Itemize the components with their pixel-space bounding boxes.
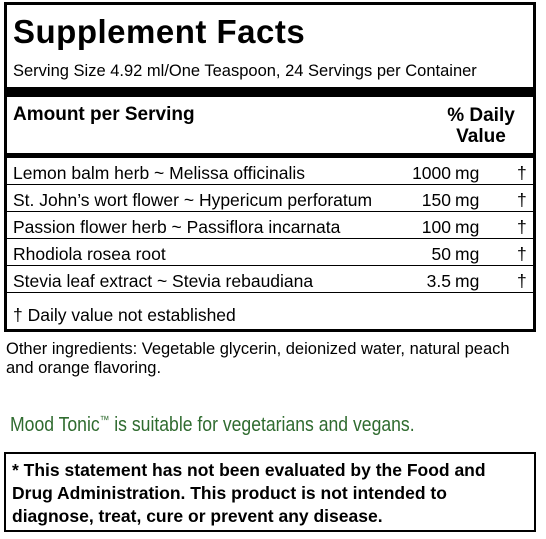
thick-divider [7,87,533,97]
vegetarian-statement: Mood Tonic™ is suitable for vegetarians … [10,415,415,435]
serving-size: Serving Size 4.92 ml/One Teaspoon, 24 Se… [13,62,477,80]
daily-value-header: % Daily Value [439,105,523,147]
other-ingredients: Other ingredients: Vegetable glycerin, d… [6,340,510,377]
ingredient-amount: 50 [431,244,451,264]
daily-value-line2: Value [456,126,506,147]
ingredient-unit: mg [455,163,480,183]
ingredient-name: Rhodiola rosea root [13,244,166,264]
ingredient-amount: 3.5 [426,271,451,291]
ingredient-name: Passion flower herb ~ Passiflora incarna… [13,217,341,237]
daily-value-dagger: † [517,163,527,183]
ingredient-amount: 100 [421,217,451,237]
amount-per-serving-label: Amount per Serving [13,104,195,125]
facts-title: Supplement Facts [13,13,306,50]
product-name: Mood Tonic [10,414,100,436]
daily-value-dagger: † [517,190,527,210]
ingredient-name: St. John’s wort flower ~ Hypericum perfo… [13,190,373,210]
ingredient-row: Passion flower herb ~ Passiflora incarna… [7,212,533,239]
ingredient-row: Lemon balm herb ~ Melissa officinalis 10… [7,158,533,185]
ingredient-unit: mg [455,217,480,237]
ingredient-name: Lemon balm herb ~ Melissa officinalis [13,163,305,183]
ingredient-row: Stevia leaf extract ~ Stevia rebaudiana … [7,266,533,293]
daily-value-dagger: † [517,217,527,237]
ingredient-row: Rhodiola rosea root 50 mg † [7,239,533,266]
daily-value-line1: % Daily [447,105,515,126]
trademark-symbol: ™ [99,414,110,427]
ingredient-row: St. John’s wort flower ~ Hypericum perfo… [7,185,533,212]
daily-value-dagger: † [517,271,527,291]
ingredient-amount: 150 [421,190,451,210]
fda-disclaimer: * This statement has not been evaluated … [4,452,536,532]
ingredient-amount: 1000 [412,163,451,183]
ingredient-name: Stevia leaf extract ~ Stevia rebaudiana [13,271,314,291]
ingredient-unit: mg [455,190,480,210]
supplement-facts-panel: Supplement Facts Serving Size 4.92 ml/On… [4,2,536,332]
medium-divider [7,153,533,158]
vegetarian-text: is suitable for vegetarians and vegans. [109,414,415,436]
daily-value-footnote: † Daily value not established [13,305,236,325]
daily-value-dagger: † [517,244,527,264]
ingredient-rows: Lemon balm herb ~ Melissa officinalis 10… [7,158,533,293]
ingredient-unit: mg [455,244,480,264]
ingredient-unit: mg [455,271,480,291]
